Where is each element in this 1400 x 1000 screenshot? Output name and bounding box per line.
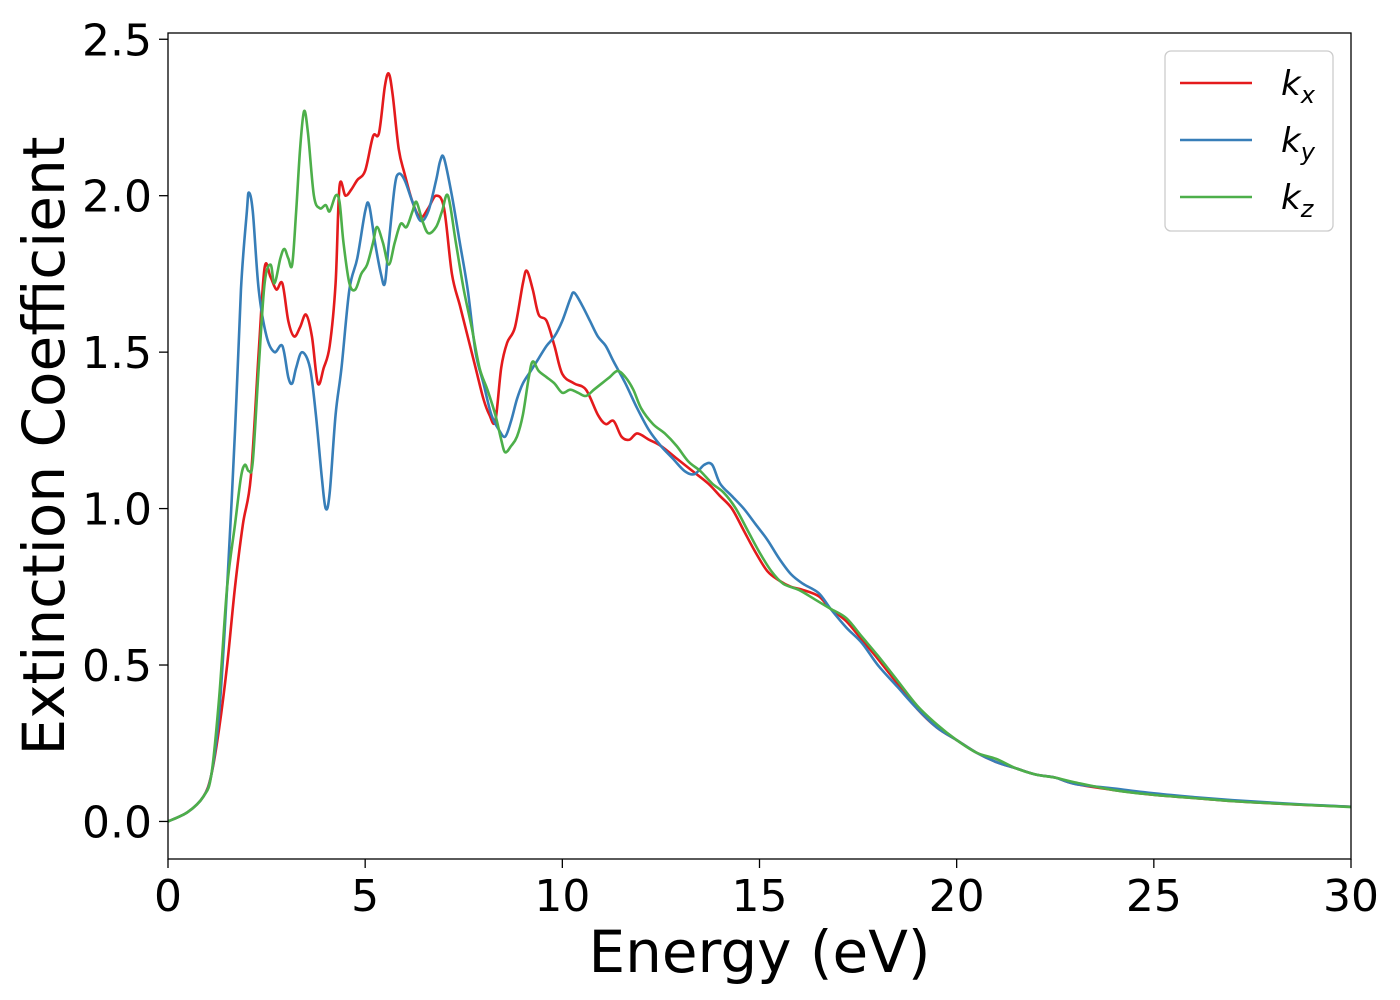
y-tick-label: 0.0 (82, 797, 152, 848)
y-tick-label: 0.5 (82, 641, 152, 692)
x-tick-label: 10 (534, 871, 590, 922)
series-line-ky (167, 154, 1352, 823)
x-tick-label: 25 (1126, 871, 1182, 922)
plot-lines (167, 72, 1352, 823)
x-tick-label: 20 (929, 871, 985, 922)
y-tick-label: 1.5 (82, 328, 152, 379)
x-tick-label: 30 (1323, 871, 1379, 922)
y-tick-label: 2.0 (82, 172, 152, 223)
series-line-kx (167, 72, 1352, 823)
series-line-kz (167, 109, 1352, 823)
x-tick-label: 5 (351, 871, 379, 922)
y-tick-label: 1.0 (82, 485, 152, 536)
x-axis-ticks: 0 5 10 15 20 25 30 (154, 859, 1379, 922)
y-axis-ticks: 0.0 0.5 1.0 1.5 2.0 2.5 (82, 15, 168, 848)
y-axis-title: Extinction Coefficient (10, 137, 78, 756)
x-axis-title: Energy (eV) (588, 918, 930, 986)
y-tick-label: 2.5 (82, 15, 152, 66)
x-tick-label: 0 (154, 871, 182, 922)
x-tick-label: 15 (732, 871, 788, 922)
